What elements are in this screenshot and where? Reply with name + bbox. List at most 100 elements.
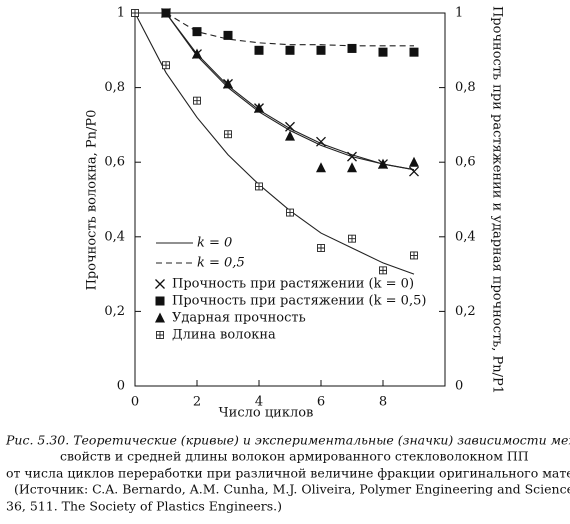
marker-boxplus	[224, 130, 232, 139]
x-tick-label: 2	[193, 395, 201, 410]
square-fill	[155, 296, 165, 306]
triangle-fill	[223, 78, 233, 89]
box-plus	[379, 266, 387, 274]
x-tick-label: 8	[379, 395, 387, 410]
caption-line: (Источник: C.A. Bernardo, A.M. Cunha, M.…	[14, 482, 570, 497]
box-plus	[410, 251, 418, 259]
legend-label: Прочность при растяжении (k = 0)	[172, 277, 414, 292]
marker-boxplus	[286, 208, 294, 217]
box-plus	[224, 130, 232, 138]
cross-stroke	[155, 279, 165, 289]
plot-frame	[134, 12, 446, 387]
marker-triangle	[155, 312, 165, 323]
caption-line: 36, 511. The Society of Plastics Enginee…	[6, 499, 282, 514]
box-plus	[255, 182, 263, 190]
triangle-fill	[378, 158, 388, 169]
triangle-fill	[155, 312, 165, 323]
marker-boxplus	[193, 96, 201, 105]
y-tick-label: 0,6	[104, 155, 125, 170]
triangle-fill	[347, 162, 357, 173]
marker-boxplus	[410, 251, 418, 260]
marker-boxplus	[379, 266, 387, 275]
legend-label: Прочность при растяжении (k = 0,5)	[172, 294, 426, 309]
marker-triangle	[316, 162, 326, 173]
y-tick-label: 0	[117, 379, 125, 394]
y2-tick-label: 0,2	[455, 304, 476, 319]
marker-boxplus	[162, 61, 170, 70]
caption-line: Рис. 5.30. Теоретические (кривые) и эксп…	[5, 433, 570, 448]
square-fill	[347, 43, 357, 53]
marker-square	[285, 45, 295, 55]
square-fill	[254, 45, 264, 55]
y-tick-label: 0,4	[104, 229, 125, 244]
x-tick-label: 0	[131, 395, 139, 410]
legend-label: k = 0	[197, 236, 232, 251]
marker-boxplus	[317, 244, 325, 252]
triangle-fill	[254, 102, 264, 113]
marker-cross	[155, 279, 165, 289]
square-fill	[378, 47, 388, 57]
marker-triangle	[192, 48, 202, 59]
legend-label: Длина волокна	[172, 328, 276, 343]
curve	[135, 12, 415, 171]
marker-boxplus	[348, 234, 356, 243]
x-axis-label: Число циклов	[219, 406, 314, 421]
triangle-fill	[316, 162, 326, 173]
marker-square	[161, 8, 171, 18]
marker-square	[223, 30, 233, 40]
square-fill	[223, 30, 233, 40]
cross-stroke	[347, 151, 357, 162]
box-plus	[162, 61, 170, 69]
square-fill	[409, 47, 419, 57]
y-tick-label: 0,2	[104, 304, 125, 319]
box-plus	[348, 235, 356, 243]
x-tick-label: 4	[255, 395, 263, 410]
marker-square	[155, 296, 165, 306]
y2-tick-label: 1	[455, 6, 463, 21]
y-tick-label: 0,8	[104, 80, 125, 95]
marker-triangle	[347, 162, 357, 173]
marker-boxplus	[131, 9, 139, 17]
triangle-fill	[409, 156, 419, 167]
box-plus	[156, 331, 164, 339]
curve	[134, 12, 415, 275]
cross-stroke	[285, 121, 295, 132]
triangle-fill	[192, 48, 202, 59]
y2-tick-label: 0	[455, 379, 463, 394]
marker-square	[192, 27, 202, 37]
marker-square	[316, 45, 326, 55]
curve	[165, 12, 415, 171]
y2-tick-label: 0,6	[455, 155, 476, 170]
marker-square	[347, 43, 357, 53]
box-plus	[131, 9, 139, 17]
y2-tick-label: 0,4	[455, 229, 476, 244]
marker-cross	[316, 136, 326, 147]
marker-triangle	[378, 158, 388, 169]
legend-label: Ударная прочность	[172, 311, 306, 326]
marker-square	[409, 47, 419, 57]
y2-axis-label: Прочность при растяжении и ударная прочн…	[490, 6, 505, 394]
marker-triangle	[409, 156, 419, 167]
triangle-fill	[285, 130, 295, 141]
marker-square	[254, 45, 264, 55]
x-tick-label: 6	[317, 395, 325, 410]
marker-boxplus	[255, 182, 263, 191]
square-fill	[161, 8, 171, 18]
marker-triangle	[285, 130, 295, 141]
y-tick-label: 1	[117, 6, 125, 21]
box-plus	[193, 97, 201, 105]
marker-cross	[409, 166, 419, 177]
cross-stroke	[316, 136, 326, 147]
square-fill	[285, 45, 295, 55]
marker-cross	[347, 151, 357, 162]
square-fill	[316, 45, 326, 55]
y-axis-label: Прочность волокна, Pn/P0	[85, 110, 100, 291]
cross-stroke	[409, 166, 419, 177]
caption-line: свойств и средней длины волокон армирова…	[60, 449, 529, 464]
legend-label: k = 0,5	[197, 256, 245, 271]
curve	[165, 12, 414, 47]
marker-boxplus	[156, 331, 164, 339]
marker-square	[378, 47, 388, 57]
box-plus	[317, 244, 325, 252]
